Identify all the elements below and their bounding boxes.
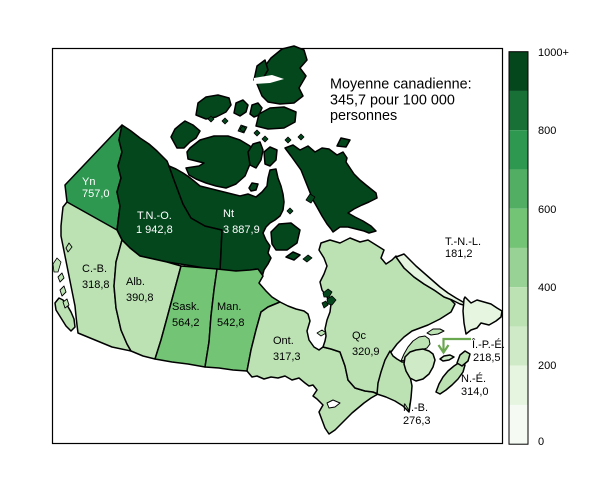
svg-text:N.-B.: N.-B. [403,402,428,414]
svg-text:T.-N.-L.: T.-N.-L. [445,236,481,248]
svg-text:276,3: 276,3 [403,415,431,427]
svg-text:3 887,9: 3 887,9 [223,224,260,236]
svg-text:800: 800 [538,125,556,137]
svg-text:181,2: 181,2 [445,248,473,260]
svg-text:200: 200 [538,360,556,372]
svg-text:Yn: Yn [82,176,95,188]
svg-text:T.N.-O.: T.N.-O. [137,210,172,222]
svg-text:Moyenne canadienne:: Moyenne canadienne: [330,77,472,93]
svg-text:0: 0 [538,436,544,448]
svg-text:Nt: Nt [223,208,234,220]
svg-text:Man.: Man. [217,301,241,313]
svg-text:542,8: 542,8 [217,317,245,329]
svg-text:757,0: 757,0 [82,188,110,200]
svg-text:C.-B.: C.-B. [82,263,107,275]
svg-text:218,5: 218,5 [473,352,501,364]
svg-text:318,8: 318,8 [82,279,110,291]
svg-text:Sask.: Sask. [172,301,200,313]
svg-text:400: 400 [538,282,556,294]
svg-text:317,3: 317,3 [273,351,301,363]
svg-text:564,2: 564,2 [172,317,200,329]
svg-text:390,8: 390,8 [126,292,154,304]
svg-text:314,0: 314,0 [461,386,489,398]
svg-text:1 942,8: 1 942,8 [136,224,173,236]
svg-text:320,9: 320,9 [352,346,380,358]
svg-text:N.-É.: N.-É. [461,372,486,385]
svg-text:Alb.: Alb. [126,276,145,288]
svg-text:Î.-P.-É.: Î.-P.-É. [471,338,505,351]
svg-text:Ont.: Ont. [273,335,294,347]
svg-text:600: 600 [538,204,556,216]
svg-text:1000+: 1000+ [538,47,569,59]
svg-text:personnes: personnes [330,108,397,124]
svg-text:345,7 pour 100 000: 345,7 pour 100 000 [330,93,455,109]
svg-text:Qc: Qc [352,330,367,342]
